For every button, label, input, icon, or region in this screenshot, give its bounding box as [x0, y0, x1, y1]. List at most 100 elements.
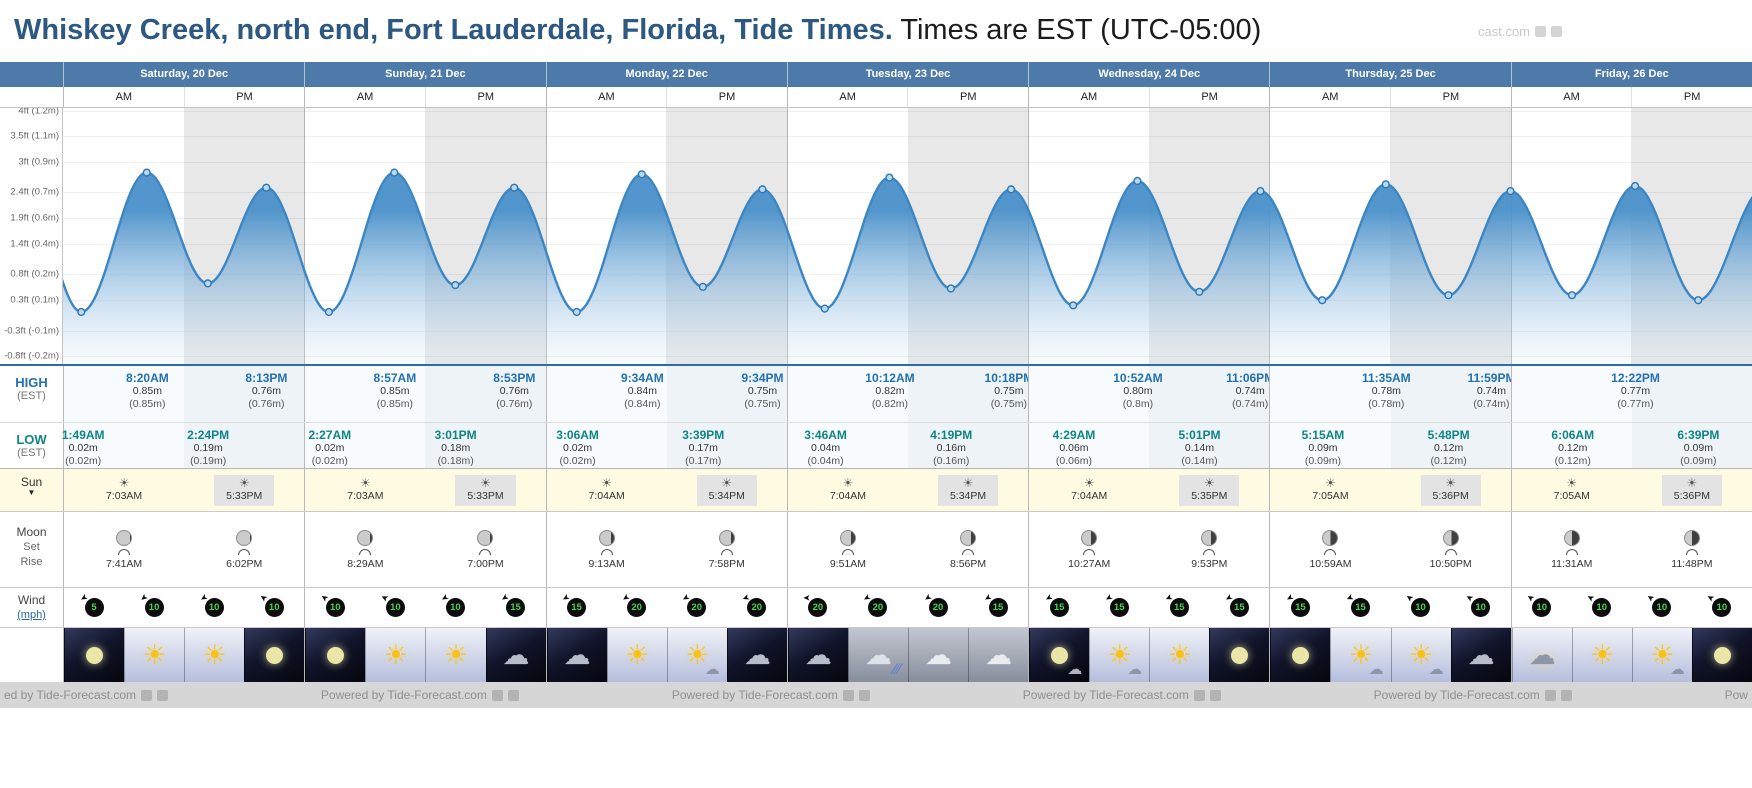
pm-label: PM: [1148, 87, 1270, 107]
moonset-time: 7:41AM: [105, 557, 143, 570]
day-header-cell: Tuesday, 23 Dec: [786, 62, 1028, 87]
moon-set-label: Set: [23, 541, 40, 553]
high-tide-entry: 11:59PM 0.74m (0.74m): [1467, 371, 1515, 411]
weather-icon-cloudy-night: ☁: [546, 628, 607, 682]
low-tide-time: 2:27AM: [308, 428, 352, 442]
am-background: [305, 366, 426, 422]
weather-icon-sunny: ☀: [1149, 628, 1210, 682]
am-background: [546, 366, 667, 422]
moonset-icon: [359, 548, 372, 555]
sunset-time: 5:36PM: [1673, 489, 1710, 502]
sun-cell: ☀ 7:04AM ☀ 5:34PM: [786, 469, 1028, 511]
pm-label: PM: [1631, 87, 1752, 107]
title-bar: Whiskey Creek, north end, Fort Lauderdal…: [0, 0, 1752, 62]
low-tide-height: 0.16m: [936, 442, 966, 454]
am-background: [64, 423, 185, 468]
gridline: [63, 192, 1752, 194]
app-badge-icon: [842, 689, 854, 701]
wind-speed: 20: [751, 602, 763, 613]
sunset-icon: ☀: [721, 475, 733, 490]
sunset-icon: ☀: [1686, 475, 1698, 490]
moonset-time: 8:29AM: [347, 557, 384, 570]
pm-background: [184, 366, 305, 422]
low-tide-height-alt: (0.09m): [1304, 455, 1342, 467]
moonrise-time: 7:00PM: [467, 557, 504, 570]
moonset-time: 11:31AM: [1551, 557, 1593, 570]
tide-extreme-dot: [1195, 287, 1204, 296]
tide-extreme-dot: [1444, 291, 1453, 300]
tide-extreme-dot: [324, 307, 334, 317]
ampm-header-row: AM PM AM PM AM PM AM PM AM PM AM PM AM PM: [0, 87, 1752, 108]
y-axis: 4ft (1.2m) 3.5ft (1.1m) 3ft (0.9m) 2.4ft (0…: [0, 108, 63, 364]
app-badge-icon: [491, 689, 503, 701]
weather-glyph-secondary: ∕∕∕: [893, 661, 901, 678]
day-header-cell: Thursday, 25 Dec: [1269, 62, 1510, 87]
sunrise-cell: ☀ 7:05AM: [1270, 469, 1390, 511]
pm-label: PM: [183, 87, 305, 107]
high-label: HIGH: [15, 375, 48, 390]
high-tide-height-alt: (0.78m): [1368, 398, 1405, 410]
wind-direction-arrow: ➤: [378, 591, 390, 605]
wind-speed: 10: [1596, 602, 1608, 613]
high-tide-height: 0.84m: [627, 385, 657, 397]
low-tide-time: 3:01PM: [434, 428, 477, 442]
moon-phase-icon: [1201, 529, 1218, 546]
weather-glyph: ☁: [563, 639, 591, 670]
sunset-box: ☀ 5:36PM: [1661, 474, 1722, 506]
pm-background: [907, 366, 1029, 422]
tide-extreme-dot: [1318, 296, 1327, 305]
wind-cell: ➤ 20 ➤ 20 ➤ 20 ➤ 15: [786, 588, 1028, 627]
tide-extreme-dot: [637, 170, 646, 179]
high-tide-entry: 9:34AM 0.84m (0.84m): [621, 371, 664, 411]
low-tide-height-alt: (0.14m): [1181, 455, 1218, 467]
sun-label: Sun: [20, 475, 43, 489]
tide-extreme-dot: [1567, 291, 1577, 300]
am-label: AM: [356, 91, 374, 103]
high-tide-height-alt: (0.75m): [744, 398, 781, 410]
sunset-cell: ☀ 5:34PM: [908, 469, 1028, 511]
high-tide-height: 0.76m: [499, 385, 529, 397]
moonset-cell: 10:27AM: [1029, 512, 1149, 587]
footer-bar: ed by Tide-Forecast.com Powered by Tide-F…: [0, 682, 1752, 708]
moonrise-icon: [1203, 548, 1216, 555]
high-tide-time: 10:52AM: [1113, 371, 1163, 385]
high-tide-row: HIGH (EST) 8:20AM 0.85m (0.85m) 8:13PM 0.76m…: [0, 366, 1752, 422]
moon-cell: 7:41AM 6:02PM: [63, 512, 304, 587]
am-background: [787, 366, 908, 422]
wind-cell: ➤ 15 ➤ 20 ➤ 20 ➤ 20: [545, 588, 787, 627]
weather-glyph: ☀: [1107, 639, 1132, 670]
low-tide-time: 4:29AM: [1052, 428, 1096, 442]
weather-cell: ☀ ☀ ☁: [304, 628, 546, 682]
sunrise-time: 7:05AM: [1553, 490, 1590, 502]
low-tide-time: 5:01PM: [1178, 428, 1221, 442]
pm-background: [1390, 423, 1511, 468]
moonset-time: 10:59AM: [1309, 557, 1352, 570]
low-label: LOW: [16, 432, 47, 447]
y-axis-label: 4ft (1.2m): [18, 108, 59, 117]
wind-label: Wind: [17, 593, 46, 607]
pm-background: [425, 423, 546, 468]
moon-disc-icon: [266, 646, 284, 664]
wind-unit-link[interactable]: (mph): [17, 609, 46, 621]
y-axis-label: 2.4ft (0.7m): [10, 186, 59, 198]
y-axis-label: -0.3ft (-0.1m): [4, 325, 59, 337]
moon-phase-icon: [236, 529, 253, 546]
high-tide-height-alt: (0.82m): [871, 398, 909, 410]
low-tide-entry: 6:06AM 0.12m (0.12m): [1551, 428, 1594, 468]
sunrise-time: 7:03AM: [347, 490, 384, 502]
sun-row-toggle[interactable]: ▼: [27, 488, 36, 497]
wind-speed: 10: [330, 602, 341, 613]
weather-icon-rain: ☁ ∕∕∕: [847, 628, 908, 682]
weather-icon-sunny: ☀: [425, 628, 486, 682]
pm-background: [184, 423, 305, 468]
wind-direction-arrow: ➤: [1524, 591, 1537, 605]
weather-glyph: ☀: [202, 639, 227, 670]
wind-cell: ➤ 15 ➤ 15 ➤ 15 ➤ 15: [1028, 588, 1269, 627]
weather-icon-cloudy-night: ☁: [787, 628, 848, 682]
moon-disc-icon: [1231, 646, 1249, 664]
high-tide-cell: 11:35AM 0.78m (0.78m) 11:59PM 0.74m (0.74m): [1269, 366, 1515, 422]
low-tide-height-alt: (0.06m): [1055, 455, 1093, 467]
sunrise-icon: ☀: [118, 476, 130, 490]
high-tide-height-alt: (0.77m): [1617, 398, 1654, 410]
weather-cell: ☁ ☀ ☀ ☁: [1510, 628, 1752, 682]
